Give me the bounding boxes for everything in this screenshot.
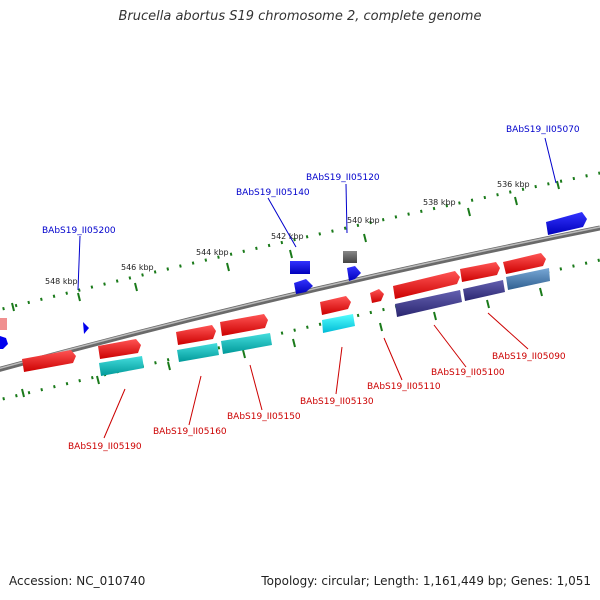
tick-label: 538 kbp: [423, 198, 456, 207]
gene-feature[interactable]: [98, 339, 141, 359]
gene-feature[interactable]: [546, 212, 587, 235]
cds-feature[interactable]: [221, 333, 272, 354]
gene-label[interactable]: BAbS19_II05100: [431, 368, 505, 378]
cds-feature[interactable]: [322, 314, 355, 333]
tick-label: 546 kbp: [121, 263, 154, 272]
tick-label: 548 kbp: [45, 277, 78, 286]
gene-feature[interactable]: [343, 251, 357, 263]
gene-label[interactable]: BAbS19_II05070: [506, 125, 580, 135]
outer-major-ticks: [11, 180, 560, 312]
cds-feature[interactable]: [99, 356, 144, 376]
cds-feature[interactable]: [395, 290, 462, 317]
gene-feature[interactable]: [294, 279, 313, 294]
reverse-leader-lines: [103, 312, 529, 439]
cds-feature[interactable]: [177, 343, 219, 362]
tick-label: 542 kbp: [271, 232, 304, 241]
outer-tick-ring: [0, 171, 600, 312]
genome-summary-text: Topology: circular; Length: 1,161,449 bp…: [261, 574, 591, 588]
gene-feature[interactable]: [220, 314, 268, 336]
gene-label[interactable]: BAbS19_II05160: [153, 427, 227, 437]
gene-label[interactable]: BAbS19_II05130: [300, 397, 374, 407]
gene-label[interactable]: BAbS19_II05110: [367, 382, 441, 392]
gene-label[interactable]: BAbS19_II05140: [236, 188, 310, 198]
gene-feature[interactable]: [393, 271, 460, 299]
gene-feature[interactable]: [370, 289, 384, 303]
gene-label[interactable]: BAbS19_II05090: [492, 352, 566, 362]
reverse-genes: [0, 268, 550, 376]
accession-text: Accession: NC_010740: [9, 574, 146, 588]
chromosome-backbone: [0, 225, 600, 372]
tick-label: 544 kbp: [196, 248, 229, 257]
gene-feature[interactable]: [320, 296, 351, 315]
gene-label[interactable]: BAbS19_II05120: [306, 173, 380, 183]
gene-feature[interactable]: [290, 261, 310, 274]
inner-major-ticks: [21, 287, 543, 398]
tick-label: 540 kbp: [347, 216, 380, 225]
gene-feature-partial[interactable]: [0, 318, 7, 330]
gene-feature[interactable]: [83, 322, 89, 334]
gene-feature[interactable]: [0, 336, 8, 349]
cds-feature[interactable]: [463, 280, 505, 301]
gene-label[interactable]: BAbS19_II05150: [227, 412, 301, 422]
forward-leader-lines: [77, 137, 557, 291]
gene-feature[interactable]: [347, 266, 361, 281]
map-title: Brucella abortus S19 chromosome 2, compl…: [118, 9, 482, 24]
gene-feature[interactable]: [460, 262, 500, 282]
gene-feature[interactable]: [176, 325, 216, 345]
gene-label[interactable]: BAbS19_II05190: [68, 442, 142, 452]
cds-feature[interactable]: [506, 268, 550, 290]
tick-label: 536 kbp: [497, 180, 530, 189]
gene-label[interactable]: BAbS19_II05200: [42, 226, 116, 236]
gene-feature[interactable]: [503, 253, 546, 274]
gene-feature[interactable]: [22, 350, 76, 372]
forward-genes: [0, 212, 587, 334]
